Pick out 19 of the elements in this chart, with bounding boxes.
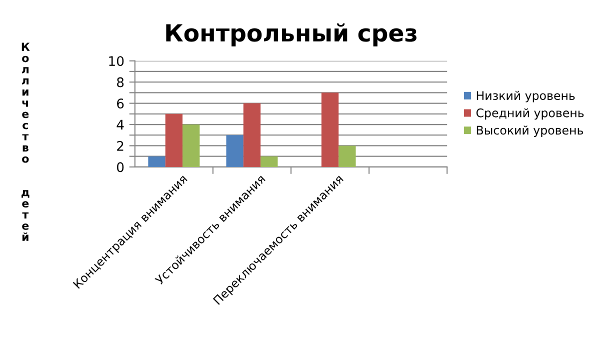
- bar: [243, 103, 261, 167]
- bar: [338, 146, 356, 167]
- bar: [165, 114, 183, 167]
- bar: [321, 92, 339, 167]
- y-tick-label: 0: [116, 162, 124, 172]
- y-tick-label: 6: [117, 98, 124, 108]
- bar: [182, 124, 200, 167]
- bar: [148, 156, 166, 167]
- y-tick-label: 10: [109, 56, 124, 66]
- text: Колличество детей: [22, 42, 30, 241]
- y-tick-label: 4: [116, 120, 124, 130]
- legend-label: Средний уровень: [476, 108, 584, 120]
- legend-label: Низкий уровень: [476, 90, 575, 102]
- bar: [226, 135, 244, 167]
- bar: [260, 156, 278, 167]
- y-tick-label: 2: [117, 140, 124, 151]
- chart-title: Контрольный срез: [166, 23, 416, 46]
- y-tick-label: 8: [117, 77, 124, 88]
- legend-label: Высокий уровень: [476, 126, 584, 137]
